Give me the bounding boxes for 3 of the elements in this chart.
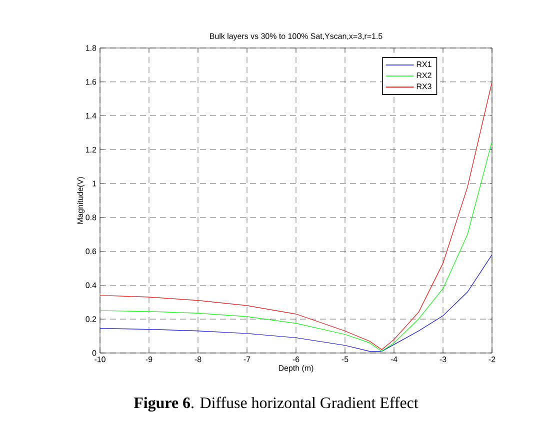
line-series xyxy=(100,140,492,352)
line-series xyxy=(100,82,492,350)
text: Figure 6. Diffuse horizontal Gradient Effect xyxy=(134,396,418,412)
